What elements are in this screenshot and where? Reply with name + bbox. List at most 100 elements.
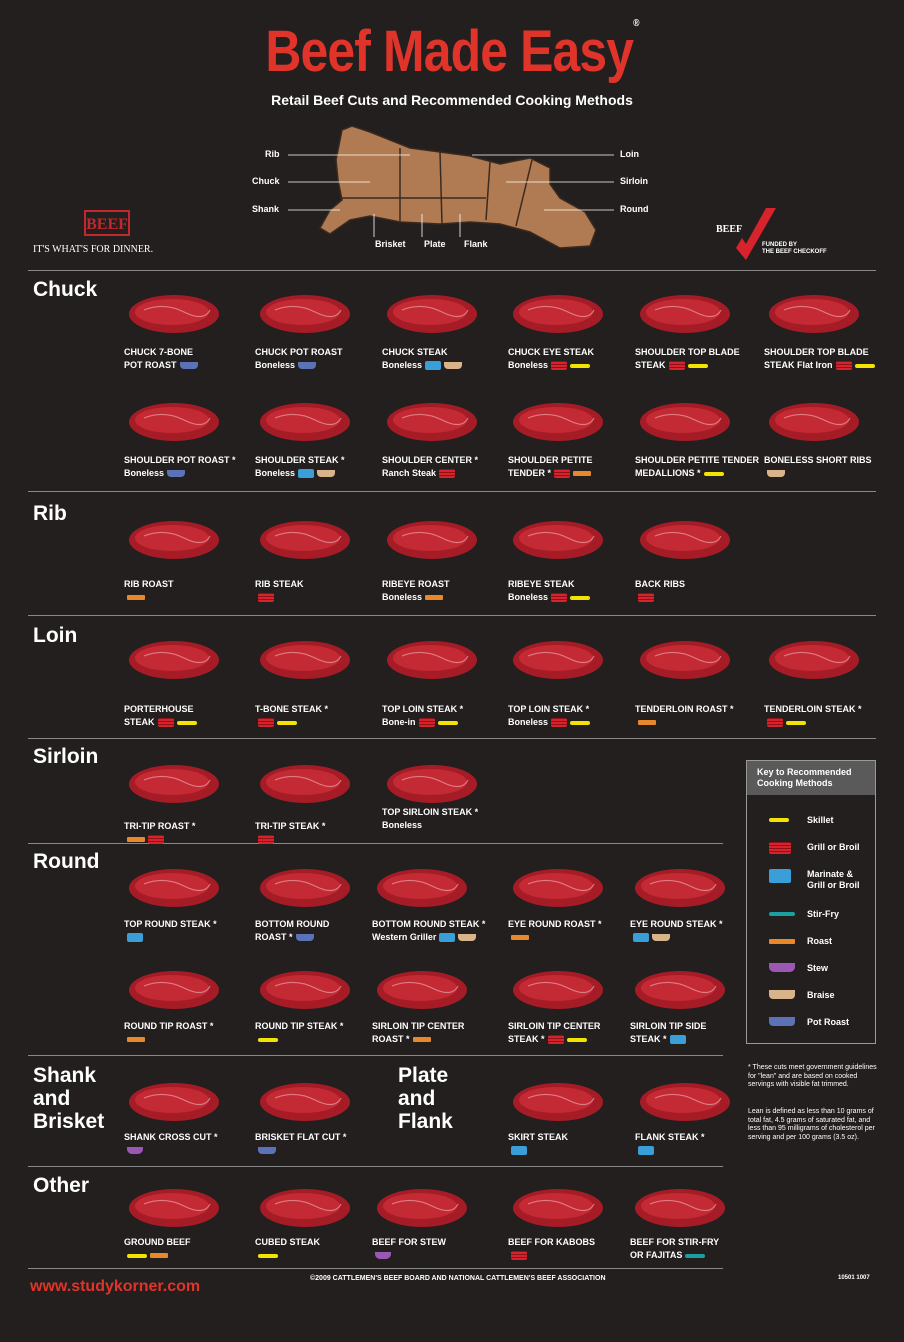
roast-pan-icon [511,935,529,941]
roast-pan-icon [573,471,592,477]
cut-label-l5: TENDERLOIN ROAST * [635,703,765,729]
meat-cut-image [387,521,477,559]
cut-name: SHOULDER TOP BLADE [764,347,869,357]
cut-name: TRI-TIP STEAK * [255,821,326,831]
roast-pan-icon [150,1253,168,1259]
cut-name: SIRLOIN TIP CENTER [508,1021,601,1031]
section-title-other: Other [33,1174,90,1197]
pot-roast-icon [258,1147,276,1155]
cut-subname-text: Boneless [255,468,296,478]
cut-label-o7: ROUND TIP STEAK * [255,1020,385,1046]
meat-cut-image [260,1083,350,1121]
cut-name: TOP ROUND STEAK * [124,919,217,929]
cut-subname [764,716,894,729]
cut-subname [255,1033,385,1046]
cut-subname-text: POT ROAST [124,360,177,370]
grill-icon [418,718,435,728]
cut-subname: Boneless [382,359,512,372]
meat-cut-image [513,1189,603,1227]
cut-label-x3: BEEF FOR STEW [372,1236,502,1262]
diagram-label-flank: Flank [464,239,488,249]
cut-label-c1: CHUCK 7-BONE POT ROAST [124,346,254,372]
cooking-method-icons [551,591,593,604]
meat-cut-image [513,869,603,907]
cut-name: TOP LOIN STEAK * [508,704,590,714]
lean-footnote: * These cuts meet government guidelines … [748,1064,877,1088]
cut-subname: Boneless [255,467,385,480]
cooking-method-icons [418,716,461,729]
cut-name: BOTTOM ROUND [255,919,330,929]
cut-label-r5: BACK RIBS [635,578,765,604]
grill-icon [767,718,783,728]
marinate-icon [769,869,791,883]
cut-subname: STEAK Flat Iron [764,359,894,372]
cut-name: TRI-TIP ROAST * [124,821,196,831]
cut-subname: STEAK * [508,1033,638,1046]
divider [28,738,876,739]
cut-label-c5: SHOULDER TOP BLADE STEAK [635,346,765,372]
cut-label-o5: EYE ROUND STEAK * [630,918,760,944]
meat-cut-image [260,403,350,441]
divider [28,270,876,271]
cooking-method-icons [127,1033,148,1046]
grill-icon [258,593,274,603]
cut-name: RIB ROAST [124,579,174,589]
cut-label-r1: RIB ROAST [124,578,254,604]
stir-fry-icon [769,912,795,916]
watermark-url[interactable]: www.studykorner.com [30,1278,201,1295]
meat-cut-image [635,869,725,907]
cut-subname: Boneless [508,359,638,372]
meat-cut-image [129,869,219,907]
section-title-shank-brisket: Shank and Brisket [33,1064,105,1133]
section-title-plate-flank: Plate and Flank [398,1064,453,1133]
cut-name: CHUCK 7-BONE [124,347,194,357]
cooking-method-icons [669,1033,689,1046]
cut-label-x4: BEEF FOR KABOBS [508,1236,638,1262]
grill-icon [547,1035,564,1045]
cooking-method-icons [425,359,465,372]
cut-subname: STEAK * [630,1033,760,1046]
cooking-method-icons [767,716,809,729]
cut-subname [508,1144,638,1157]
meat-cut-image [513,971,603,1009]
cut-label-s3: TOP SIRLOIN STEAK * Boneless [382,806,512,832]
cut-subname [635,716,765,729]
marinate-icon [127,933,143,943]
cut-subname-text: Boneless [382,360,423,370]
diagram-label-sirloin: Sirloin [620,176,649,186]
skillet-icon [176,720,197,725]
cooking-method-icons [551,716,593,729]
cut-subname: Boneless [255,359,385,372]
cut-label-o9: SIRLOIN TIP CENTER STEAK * [508,1020,638,1046]
pot-roast-icon [179,362,198,370]
cut-name: SHOULDER CENTER * [382,455,479,465]
cut-subname-text: Bone-in [382,717,416,727]
stew-pot-icon [375,1252,391,1260]
cooking-method-icons [295,931,317,944]
cut-subname: OR FAJITAS [630,1249,760,1262]
meat-cut-image [129,1189,219,1227]
cut-subname-text: Western Griller [372,932,437,942]
marinate-icon [425,361,442,371]
cooking-method-icons [375,1249,394,1262]
stew-pot-icon [127,1147,143,1155]
pot-roast-icon [167,470,186,478]
cut-label-x1: GROUND BEEF [124,1236,254,1262]
roast-pan-icon [127,1037,145,1043]
meat-cut-image [387,641,477,679]
cut-subname: Western Griller [372,931,502,944]
cut-name: SHOULDER POT ROAST * [124,455,236,465]
cut-name: EYE ROUND ROAST * [508,919,602,929]
cut-label-o8: SIRLOIN TIP CENTER ROAST * [372,1020,502,1046]
cut-name: RIBEYE ROAST [382,579,450,589]
skillet-icon [566,1037,587,1042]
cut-label-p1: SKIRT STEAK [508,1131,638,1157]
cut-label-o2: BOTTOM ROUND ROAST * [255,918,385,944]
cooking-method-icons [835,359,878,372]
cut-name: SHOULDER TOP BLADE [635,347,740,357]
diagram-label-rib: Rib [265,149,280,159]
cut-subname [124,931,254,944]
skillet-icon [786,720,806,725]
cut-subname [372,1249,502,1262]
cooking-method-icons [638,1144,657,1157]
